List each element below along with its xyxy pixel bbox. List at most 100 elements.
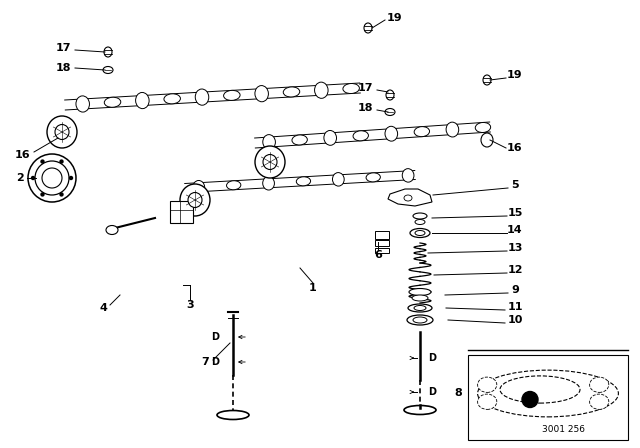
Polygon shape <box>388 189 432 206</box>
Ellipse shape <box>446 122 459 137</box>
Text: 15: 15 <box>508 208 523 218</box>
Ellipse shape <box>415 220 425 224</box>
Bar <box>375 240 389 246</box>
Text: 1: 1 <box>309 283 317 293</box>
Text: 18: 18 <box>55 63 71 73</box>
Circle shape <box>35 161 69 195</box>
Ellipse shape <box>263 134 275 150</box>
Text: D: D <box>428 353 436 363</box>
Text: 5: 5 <box>511 180 519 190</box>
Ellipse shape <box>413 213 427 219</box>
Text: 17: 17 <box>55 43 71 53</box>
Text: 19: 19 <box>507 70 523 80</box>
Text: D: D <box>211 357 219 367</box>
Ellipse shape <box>106 225 118 234</box>
Circle shape <box>42 168 62 188</box>
Ellipse shape <box>414 306 426 310</box>
Ellipse shape <box>55 125 69 139</box>
Ellipse shape <box>412 295 428 301</box>
Text: 13: 13 <box>508 243 523 253</box>
Ellipse shape <box>477 377 497 392</box>
Ellipse shape <box>193 181 205 194</box>
Circle shape <box>31 177 35 180</box>
Ellipse shape <box>76 96 90 112</box>
Ellipse shape <box>104 47 112 57</box>
Ellipse shape <box>481 133 493 147</box>
Text: 16: 16 <box>507 143 523 153</box>
Text: 14: 14 <box>507 225 523 235</box>
Bar <box>375 231 389 239</box>
Text: 8: 8 <box>454 388 462 398</box>
Text: 3001 256: 3001 256 <box>541 425 584 434</box>
Ellipse shape <box>385 126 397 141</box>
Text: D: D <box>211 332 219 342</box>
Ellipse shape <box>414 127 429 137</box>
Ellipse shape <box>292 135 307 145</box>
Ellipse shape <box>477 370 618 417</box>
Text: 18: 18 <box>357 103 372 113</box>
Circle shape <box>70 177 72 180</box>
Ellipse shape <box>343 83 360 94</box>
Ellipse shape <box>410 228 430 237</box>
Circle shape <box>522 392 538 408</box>
Text: 2: 2 <box>16 173 24 183</box>
Bar <box>375 248 389 253</box>
Circle shape <box>60 160 63 163</box>
Ellipse shape <box>403 168 414 182</box>
Ellipse shape <box>284 87 300 97</box>
Circle shape <box>41 193 44 196</box>
Ellipse shape <box>188 193 202 207</box>
Circle shape <box>28 154 76 202</box>
Ellipse shape <box>413 317 427 323</box>
Ellipse shape <box>408 304 432 312</box>
Ellipse shape <box>477 394 497 409</box>
Text: 10: 10 <box>508 315 523 325</box>
Ellipse shape <box>404 405 436 414</box>
Circle shape <box>60 193 63 196</box>
Ellipse shape <box>255 146 285 178</box>
Ellipse shape <box>315 82 328 98</box>
Ellipse shape <box>476 122 491 133</box>
Ellipse shape <box>136 92 149 108</box>
Text: 17: 17 <box>357 83 372 93</box>
Ellipse shape <box>324 130 337 145</box>
Text: 9: 9 <box>511 285 519 295</box>
Ellipse shape <box>500 376 580 403</box>
Polygon shape <box>170 201 193 223</box>
Ellipse shape <box>386 90 394 100</box>
Ellipse shape <box>180 184 210 216</box>
Ellipse shape <box>104 97 121 107</box>
Text: 12: 12 <box>508 265 523 275</box>
Ellipse shape <box>353 131 369 141</box>
Ellipse shape <box>103 66 113 73</box>
Ellipse shape <box>483 75 491 85</box>
Text: 7: 7 <box>201 357 209 367</box>
Text: 11: 11 <box>508 302 523 312</box>
Text: 4: 4 <box>99 303 107 313</box>
Ellipse shape <box>364 23 372 33</box>
Ellipse shape <box>366 173 380 182</box>
Ellipse shape <box>296 177 310 186</box>
Text: 19: 19 <box>387 13 403 23</box>
Ellipse shape <box>217 410 249 419</box>
Ellipse shape <box>227 181 241 190</box>
Ellipse shape <box>404 195 412 201</box>
Ellipse shape <box>385 108 395 116</box>
Ellipse shape <box>223 90 240 100</box>
Ellipse shape <box>415 231 425 236</box>
Ellipse shape <box>333 172 344 186</box>
Ellipse shape <box>255 86 268 102</box>
Ellipse shape <box>589 377 609 392</box>
Text: 6: 6 <box>374 250 382 260</box>
Bar <box>468 355 628 440</box>
Ellipse shape <box>589 394 609 409</box>
Ellipse shape <box>195 89 209 105</box>
Ellipse shape <box>263 155 277 169</box>
Ellipse shape <box>47 116 77 148</box>
Text: D: D <box>428 387 436 397</box>
Text: 3: 3 <box>186 300 194 310</box>
Ellipse shape <box>164 94 180 104</box>
Ellipse shape <box>409 289 431 296</box>
Circle shape <box>41 160 44 163</box>
Text: 16: 16 <box>14 150 30 160</box>
